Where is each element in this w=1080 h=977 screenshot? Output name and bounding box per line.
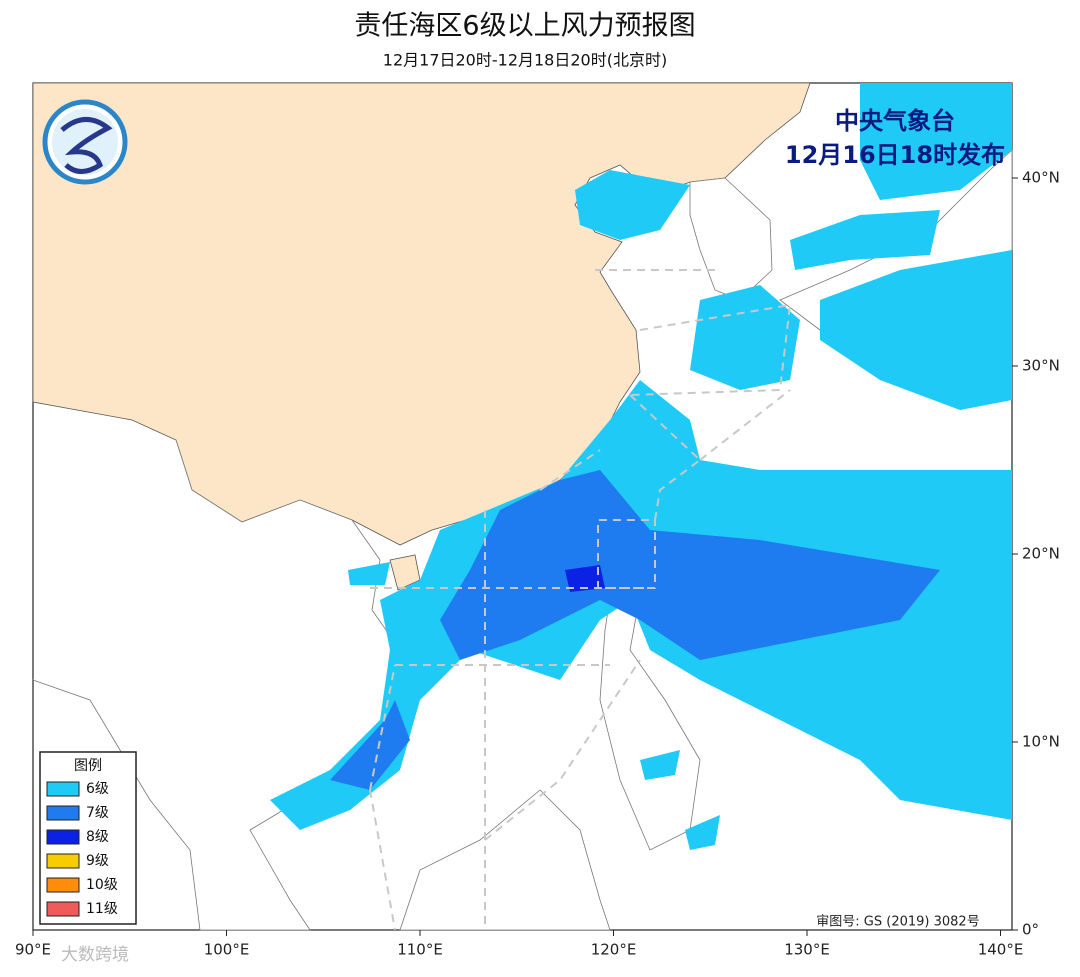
watermark: 大数跨境	[61, 945, 129, 965]
legend-label: 8级	[86, 829, 109, 845]
legend-swatch	[46, 853, 80, 869]
lon-label: 110°E	[397, 941, 443, 959]
legend: 图例 6级 7级 8级 9级 10级 11级	[39, 751, 137, 925]
lon-label: 120°E	[591, 941, 637, 959]
lon-label: 90°E	[15, 941, 51, 959]
lat-label: 20°N	[1022, 545, 1060, 563]
lon-label: 140°E	[978, 941, 1024, 959]
lon-label: 100°E	[204, 941, 250, 959]
legend-title: 图例	[74, 758, 102, 774]
wind-level-8	[565, 565, 605, 592]
sea-area-boundaries	[369, 269, 792, 931]
legend-label: 7级	[86, 805, 109, 821]
title: 责任海区6级以上风力预报图	[354, 11, 695, 42]
legend-swatch	[46, 829, 80, 845]
subtitle: 12月17日20时-12月18日20时(北京时)	[383, 51, 667, 70]
borneo	[399, 789, 611, 931]
lat-label: 40°N	[1022, 169, 1060, 187]
legend-swatch	[46, 877, 80, 893]
axes: 40°N 30°N 20°N 10°N 0° 90°E 100°E 110°E 120°E 130…	[15, 169, 1060, 959]
legend-label: 9级	[86, 853, 109, 869]
legend-swatch	[46, 901, 80, 917]
map-approval: 审图号: GS (2019) 3082号	[816, 915, 979, 930]
legend-label: 6级	[86, 781, 109, 797]
wind-level-7	[330, 470, 940, 790]
legend-swatch	[46, 781, 80, 797]
map	[32, 82, 1013, 931]
logo	[42, 99, 128, 185]
lat-label: 30°N	[1022, 357, 1060, 375]
legend-label: 10级	[86, 877, 118, 893]
legend-label: 11级	[86, 901, 118, 917]
legend-swatch	[46, 805, 80, 821]
issuer-name: 中央气象台	[835, 107, 955, 135]
lat-label: 10°N	[1022, 733, 1060, 751]
lon-label: 130°E	[784, 941, 830, 959]
lat-label: 0°	[1022, 921, 1039, 939]
issuer-time: 12月16日18时发布	[785, 141, 1005, 169]
